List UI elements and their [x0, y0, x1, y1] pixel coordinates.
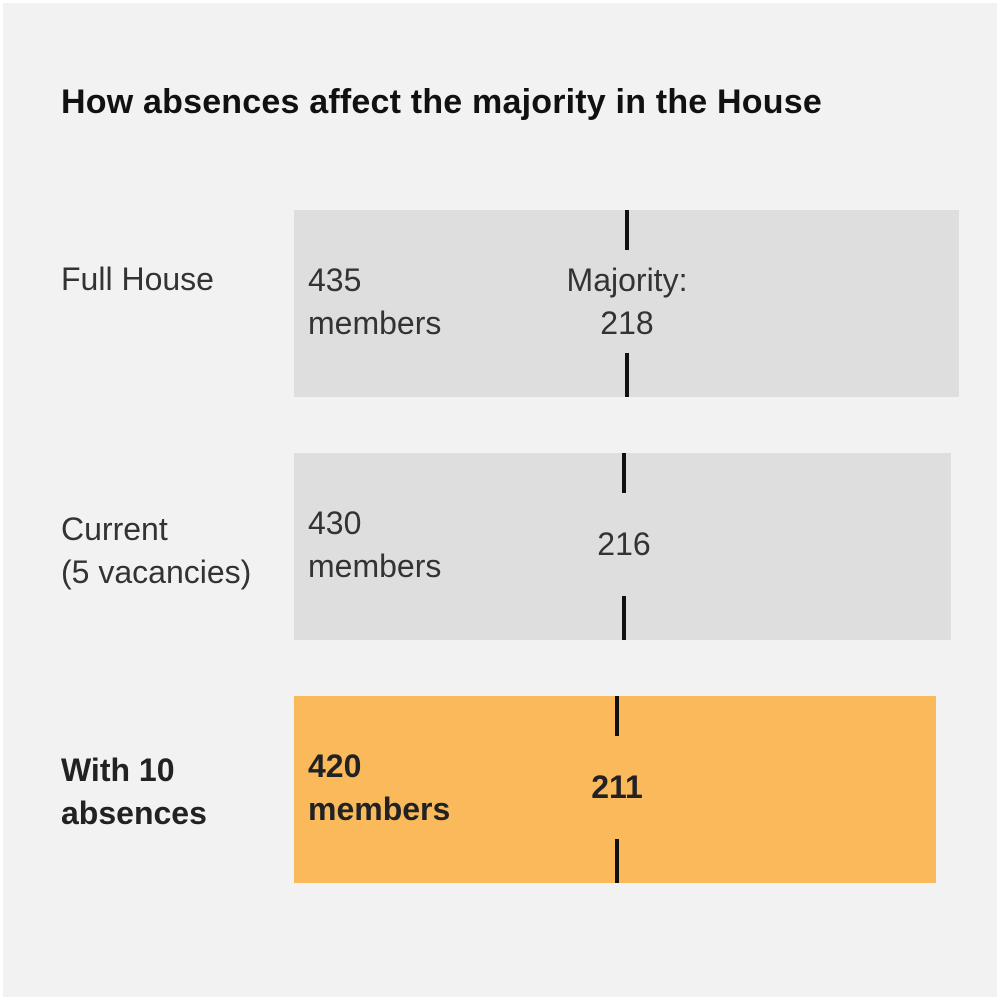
majority-marker-top: [625, 210, 629, 250]
majority-marker-top: [622, 453, 626, 493]
majority-label: 216: [597, 526, 651, 562]
majority-marker-bottom: [625, 353, 629, 397]
chart-card: How absences affect the majority in the …: [3, 3, 997, 997]
members-label: 420 members: [308, 748, 451, 827]
row-label-full-house: Full House: [61, 261, 214, 297]
majority-label: 211: [591, 769, 643, 805]
row-label-with-absences: With 10 absences: [61, 752, 207, 831]
majority-marker-top: [615, 696, 619, 736]
bar-current: 430 members 216: [294, 453, 951, 640]
majority-label-line: Majority:: [566, 262, 688, 298]
bar-full-house: 435 members Majority: 218: [294, 210, 959, 397]
members-label: 430 members: [308, 505, 442, 584]
majority-marker-bottom: [615, 839, 619, 883]
majority-value: 218: [600, 305, 654, 341]
majority-label: Majority: 218: [517, 259, 737, 345]
members-label: 435 members: [308, 262, 442, 341]
row-label-current: Current (5 vacancies): [61, 511, 252, 590]
bar-with-absences: 420 members 211: [294, 696, 936, 883]
chart-title: How absences affect the majority in the …: [61, 83, 822, 121]
majority-marker-bottom: [622, 596, 626, 640]
